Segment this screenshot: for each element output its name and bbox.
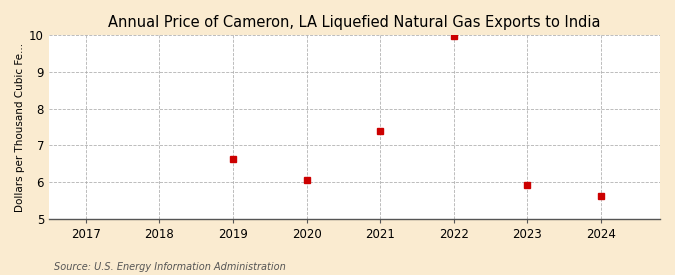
Y-axis label: Dollars per Thousand Cubic Fe...: Dollars per Thousand Cubic Fe...: [15, 42, 25, 211]
Title: Annual Price of Cameron, LA Liquefied Natural Gas Exports to India: Annual Price of Cameron, LA Liquefied Na…: [108, 15, 601, 30]
Text: Source: U.S. Energy Information Administration: Source: U.S. Energy Information Administ…: [54, 262, 286, 272]
